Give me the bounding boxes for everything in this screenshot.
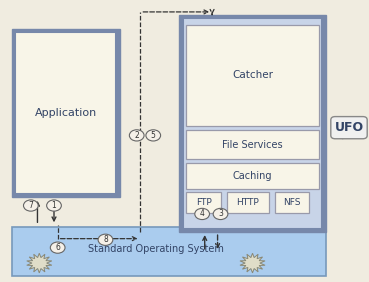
- Text: 6: 6: [55, 243, 60, 252]
- FancyBboxPatch shape: [331, 116, 367, 139]
- Circle shape: [195, 208, 210, 220]
- Bar: [179, 15, 326, 232]
- Text: FTP: FTP: [196, 198, 212, 207]
- Text: Caching: Caching: [233, 171, 272, 181]
- Circle shape: [146, 130, 161, 141]
- Bar: [275, 192, 310, 213]
- Text: UFO: UFO: [334, 121, 363, 134]
- Bar: [15, 32, 117, 194]
- Circle shape: [213, 208, 228, 220]
- Text: 8: 8: [103, 235, 108, 244]
- Bar: [183, 17, 323, 229]
- Bar: [12, 226, 326, 276]
- Text: 1: 1: [52, 201, 56, 210]
- Circle shape: [98, 234, 113, 245]
- Bar: [186, 164, 319, 189]
- Text: HTTP: HTTP: [237, 198, 259, 207]
- Polygon shape: [337, 135, 343, 139]
- Bar: [186, 25, 319, 125]
- Text: Catcher: Catcher: [232, 70, 273, 80]
- Circle shape: [46, 200, 61, 211]
- Text: 4: 4: [200, 210, 204, 219]
- Text: File Services: File Services: [222, 140, 283, 149]
- Text: Application: Application: [35, 108, 97, 118]
- Polygon shape: [27, 253, 52, 273]
- Polygon shape: [240, 253, 265, 273]
- Text: Standard Operating System: Standard Operating System: [88, 244, 224, 254]
- Text: 2: 2: [134, 131, 139, 140]
- Bar: [186, 130, 319, 159]
- Circle shape: [130, 130, 144, 141]
- Text: 3: 3: [218, 210, 223, 219]
- Text: NFS: NFS: [283, 198, 301, 207]
- Text: 7: 7: [28, 201, 33, 210]
- Bar: [12, 29, 120, 197]
- Text: 5: 5: [151, 131, 156, 140]
- Circle shape: [50, 242, 65, 253]
- Circle shape: [24, 200, 38, 211]
- Bar: [227, 192, 269, 213]
- Bar: [186, 192, 221, 213]
